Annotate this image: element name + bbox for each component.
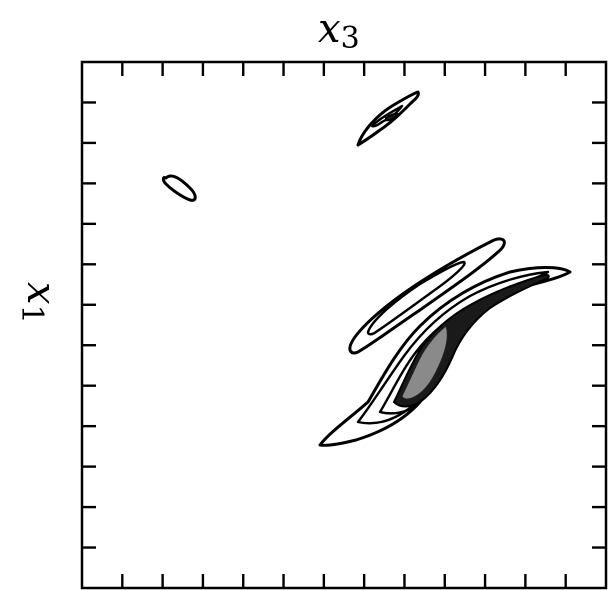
contour-top-feature-outer: [356, 90, 420, 147]
contours: [161, 90, 572, 447]
contour-top-feature-core: [385, 112, 400, 122]
x-axis-title-base: x: [318, 6, 341, 52]
x-axis-title: x3: [318, 6, 360, 56]
plot-frame: [80, 60, 608, 590]
x-axis-title-subscript: 3: [341, 21, 360, 56]
contour-small-ellipse: [161, 174, 197, 202]
contour-middle-band-outer: [348, 237, 506, 355]
y-axis-title-base: x: [18, 282, 64, 305]
y-axis-title-subscript: 1: [14, 305, 49, 324]
contour-main-outer: [318, 266, 572, 447]
y-axis-title: x1: [14, 282, 64, 324]
contour-middle-band-inner: [366, 260, 466, 336]
contour-main-core: [401, 325, 448, 400]
y-axis-title-group: x1: [14, 282, 64, 324]
tick-marks: [82, 62, 606, 588]
